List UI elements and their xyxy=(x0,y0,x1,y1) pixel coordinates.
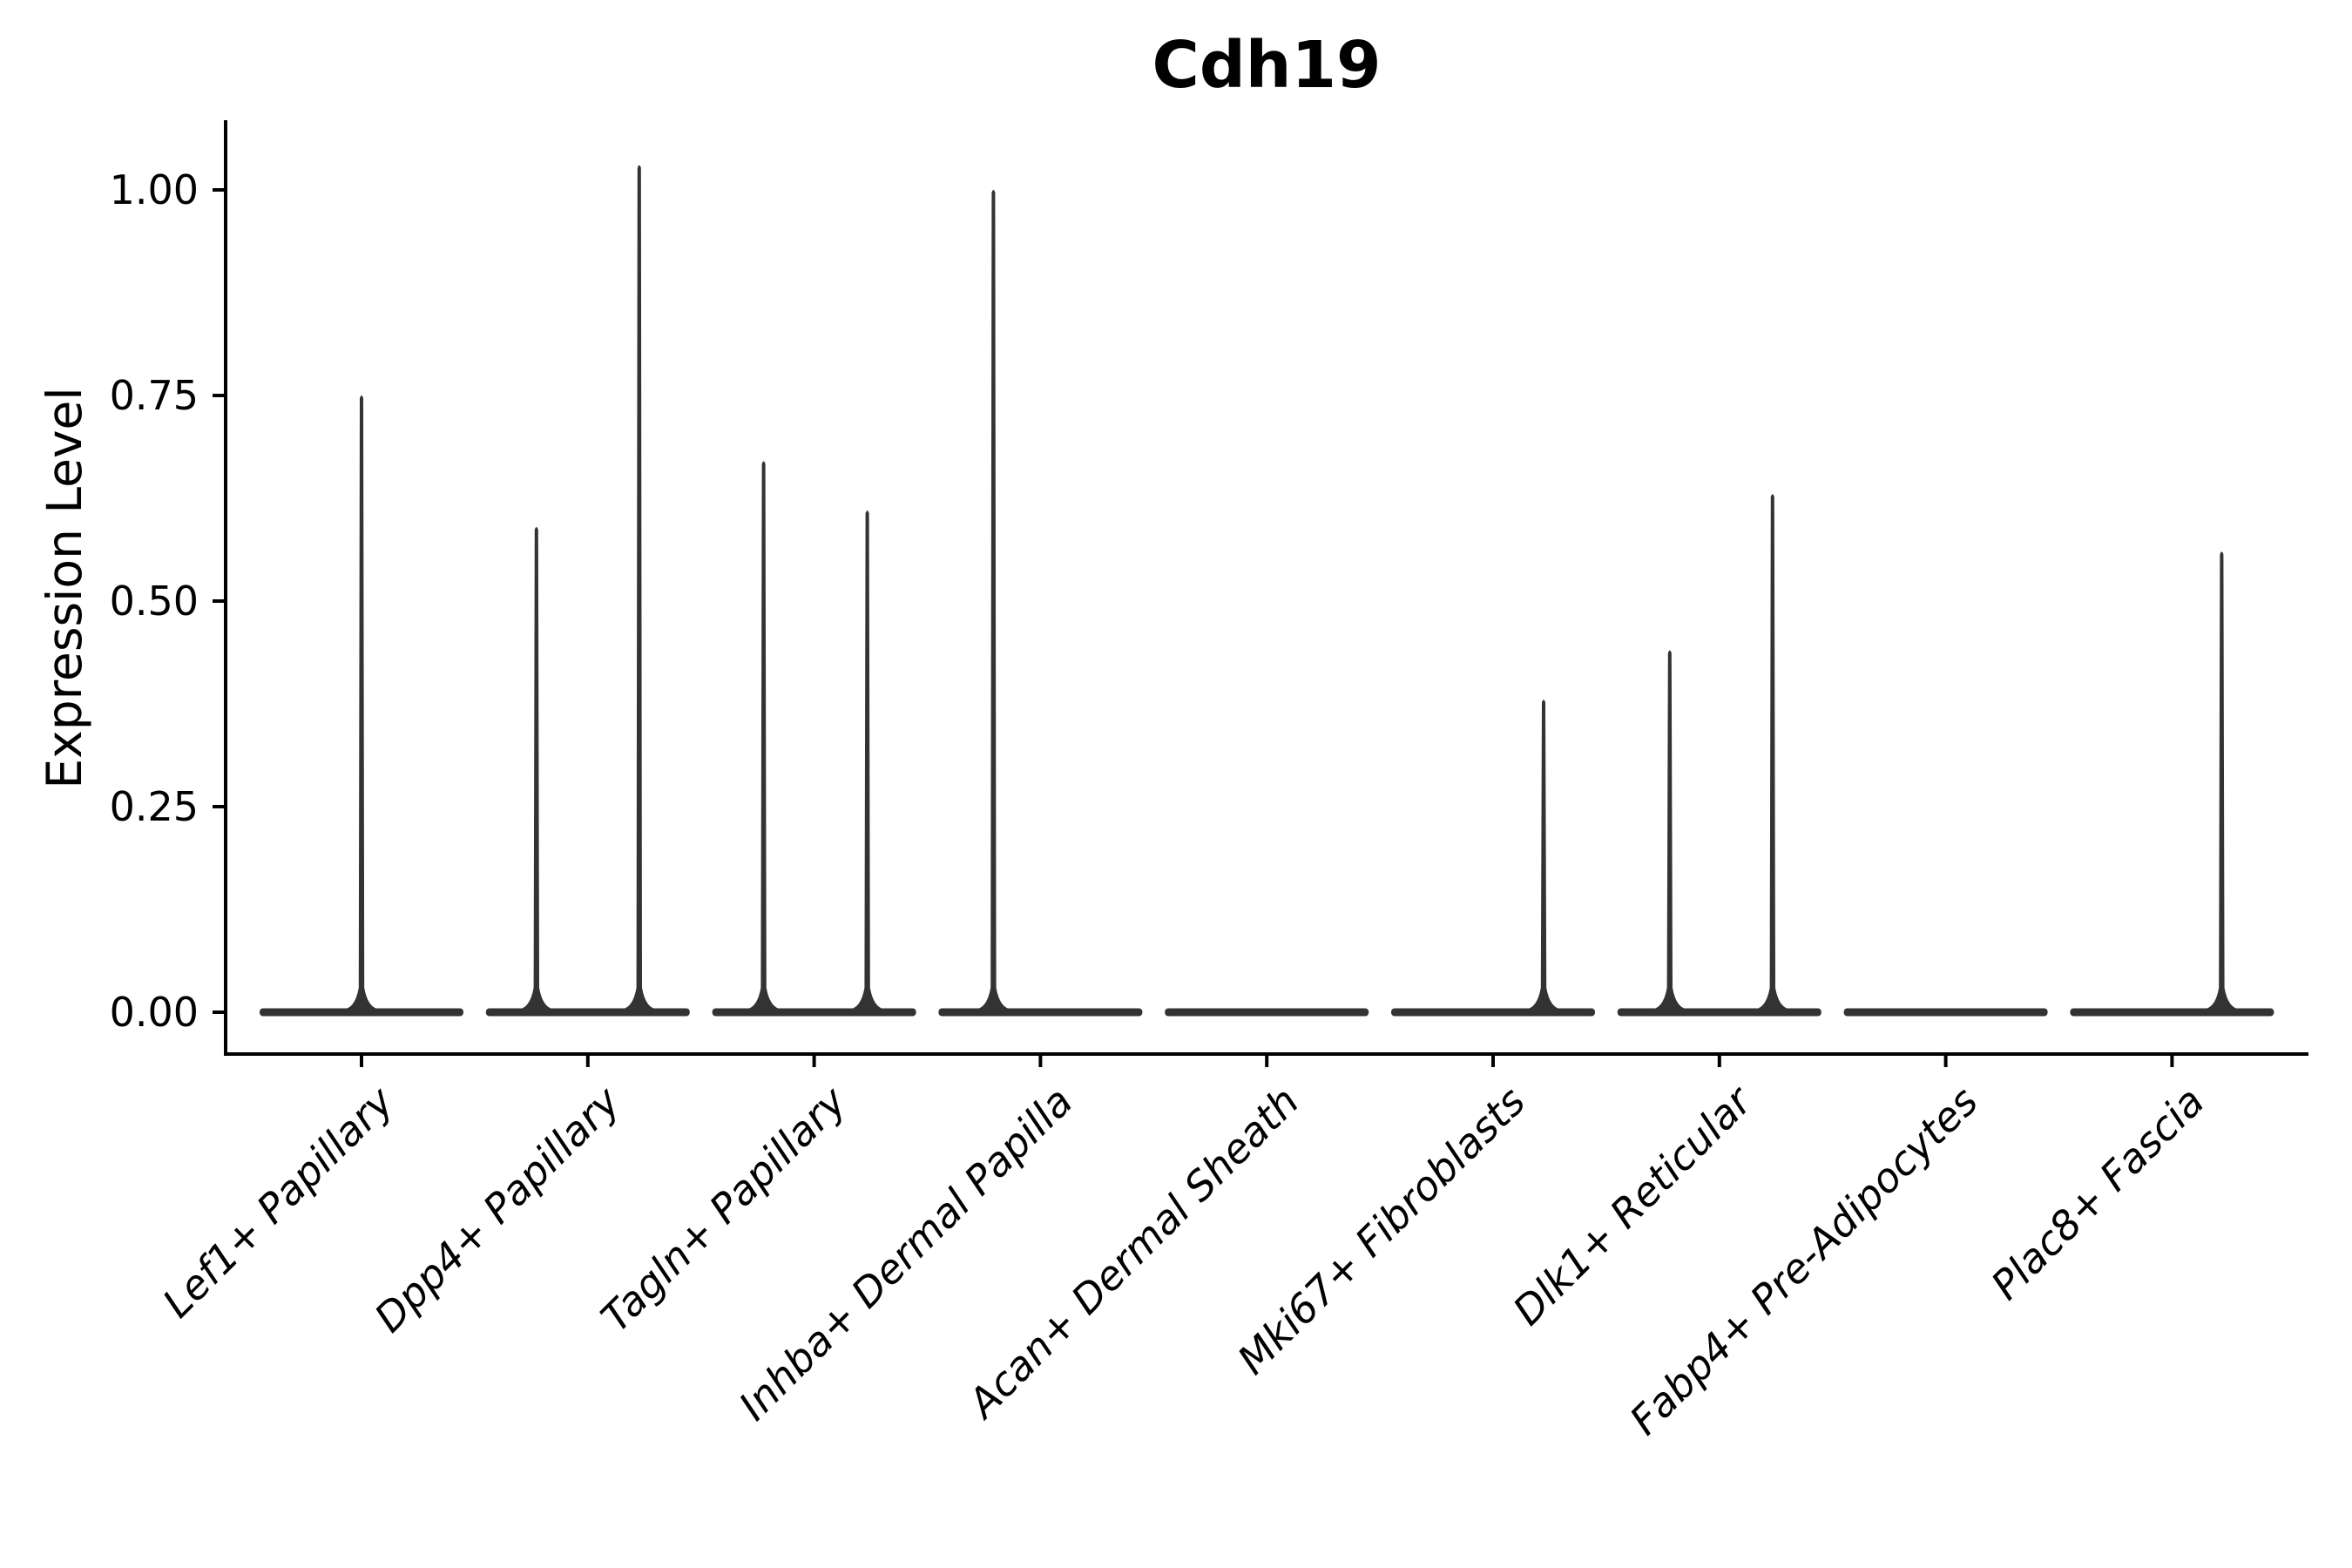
violin-baseline xyxy=(2070,1008,2274,1017)
violin-spike xyxy=(747,461,780,1012)
violin-baseline xyxy=(1617,1008,1821,1017)
y-tick-label: 0.00 xyxy=(110,989,199,1036)
violin-baseline xyxy=(938,1008,1143,1017)
violin-spike xyxy=(623,165,655,1012)
violin-spike xyxy=(977,190,1010,1012)
violin-spike xyxy=(1653,650,1686,1012)
violin-spike xyxy=(1528,700,1559,1012)
y-tick-label: 0.50 xyxy=(110,578,199,625)
x-category-label: Dlk1+ Reticular xyxy=(1504,1076,1762,1335)
violin-baseline xyxy=(712,1008,916,1017)
chart-title: Cdh19 xyxy=(1152,28,1382,103)
violin-spike xyxy=(1756,494,1788,1012)
x-category-label: Dpp4+ Papillary xyxy=(365,1077,629,1341)
violin-spike xyxy=(851,510,883,1012)
violin-spike xyxy=(520,527,552,1012)
y-tick-label: 0.75 xyxy=(110,372,199,419)
violin-spike xyxy=(346,395,377,1012)
violin-baseline xyxy=(1165,1008,1369,1017)
violin-baseline xyxy=(1391,1008,1595,1017)
violin-baseline xyxy=(1843,1008,2048,1017)
violin-spike xyxy=(2206,551,2238,1012)
x-category-label: Plac8+ Fascia xyxy=(1982,1078,2213,1308)
x-category-label: Lef1+ Papillary xyxy=(153,1077,402,1326)
x-category-label: Tagln+ Papillary xyxy=(591,1077,855,1341)
violin-baseline xyxy=(485,1008,690,1017)
y-tick-label: 0.25 xyxy=(110,783,199,830)
y-tick-label: 1.00 xyxy=(110,166,199,213)
